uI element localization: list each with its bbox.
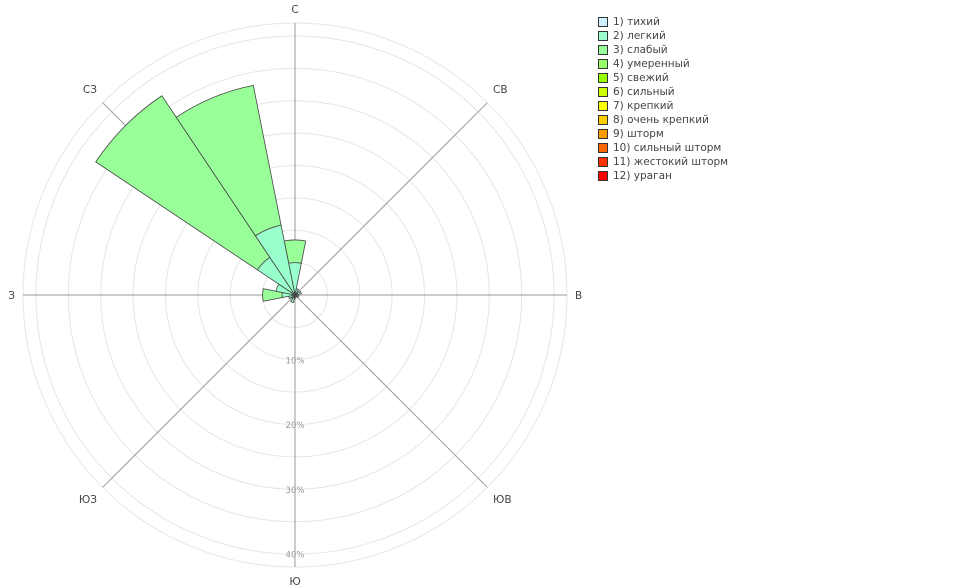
legend-item[interactable]: 9) шторм — [598, 127, 728, 141]
legend-swatch — [598, 157, 608, 167]
direction-label: В — [575, 290, 582, 302]
legend-swatch — [598, 45, 608, 55]
legend-item[interactable]: 1) тихий — [598, 15, 728, 29]
legend-item[interactable]: 6) сильный — [598, 85, 728, 99]
legend-swatch — [598, 59, 608, 69]
legend-item[interactable]: 5) свежий — [598, 71, 728, 85]
legend-item[interactable]: 8) очень крепкий — [598, 113, 728, 127]
legend-label: 9) шторм — [613, 128, 664, 140]
legend-swatch — [598, 129, 608, 139]
radial-tick-label: 30% — [286, 486, 305, 496]
legend-label: 8) очень крепкий — [613, 114, 709, 126]
legend-item[interactable]: 4) умеренный — [598, 57, 728, 71]
direction-label: З — [8, 290, 15, 302]
legend-item[interactable]: 10) сильный шторм — [598, 141, 728, 155]
axis-line — [294, 102, 488, 296]
radial-tick-label: 40% — [286, 551, 305, 561]
legend-item[interactable]: 11) жестокий шторм — [598, 155, 728, 169]
legend-item[interactable]: 12) ураган — [598, 169, 728, 183]
legend-item[interactable]: 7) крепкий — [598, 99, 728, 113]
legend-label: 1) тихий — [613, 16, 660, 28]
wind-sector — [283, 239, 307, 264]
legend-label: 10) сильный шторм — [613, 142, 722, 154]
radial-tick-label: 10% — [286, 356, 305, 366]
direction-label: СЗ — [83, 84, 97, 96]
legend-swatch — [598, 31, 608, 41]
legend-label: 5) свежий — [613, 72, 669, 84]
wind-sector — [294, 290, 302, 296]
legend-swatch — [598, 17, 608, 27]
wind-sector — [294, 288, 300, 296]
direction-label: СВ — [493, 84, 508, 96]
direction-label: Ю — [289, 576, 300, 588]
legend-label: 2) легкий — [613, 30, 666, 42]
legend-swatch — [598, 101, 608, 111]
axis-line — [294, 294, 488, 488]
legend-swatch — [598, 87, 608, 97]
legend-label: 11) жестокий шторм — [613, 156, 729, 168]
wind-sector — [175, 84, 282, 237]
direction-label: ЮВ — [493, 494, 512, 506]
legend-label: 6) сильный — [613, 86, 675, 98]
direction-label: ЮЗ — [79, 494, 97, 506]
legend-label: 4) умеренный — [613, 58, 690, 70]
direction-label: С — [291, 4, 298, 16]
wind-sector — [95, 95, 271, 271]
legend-item[interactable]: 2) легкий — [598, 29, 728, 43]
legend-swatch — [598, 171, 608, 181]
legend: 1) тихий 2) легкий 3) слабый 4) умеренный 5)… — [598, 15, 728, 183]
legend-label: 7) крепкий — [613, 100, 674, 112]
legend-label: 3) слабый — [613, 44, 668, 56]
radial-tick-label: 20% — [286, 421, 305, 431]
legend-swatch — [598, 115, 608, 125]
legend-item[interactable]: 3) слабый — [598, 43, 728, 57]
legend-swatch — [598, 73, 608, 83]
axis-line — [102, 294, 296, 488]
legend-label: 12) ураган — [613, 170, 672, 182]
legend-swatch — [598, 143, 608, 153]
